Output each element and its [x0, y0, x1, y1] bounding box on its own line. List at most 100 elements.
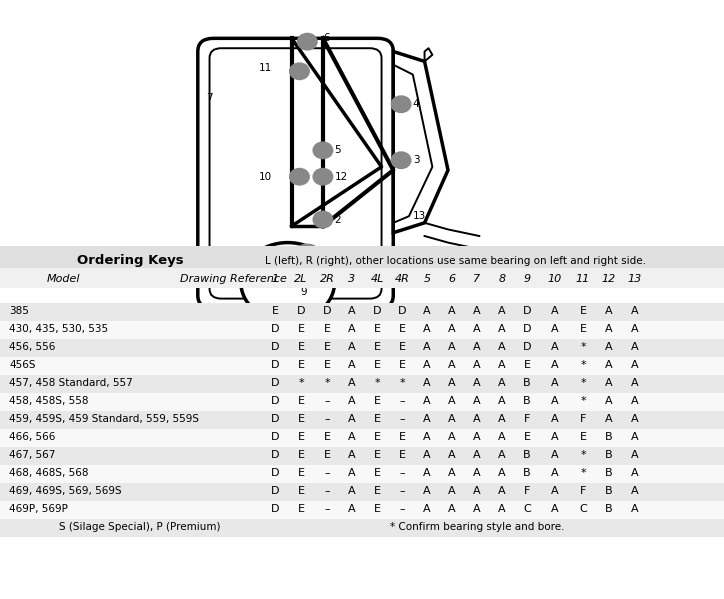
- Text: E: E: [374, 396, 381, 406]
- Text: E: E: [272, 306, 279, 316]
- Text: A: A: [605, 414, 613, 424]
- Text: *: *: [580, 450, 586, 460]
- Text: E: E: [398, 342, 405, 352]
- Text: 2: 2: [334, 214, 341, 225]
- Text: A: A: [348, 306, 355, 316]
- Text: D: D: [271, 450, 279, 460]
- Text: A: A: [424, 486, 431, 496]
- Text: A: A: [424, 360, 431, 370]
- Text: E: E: [298, 450, 305, 460]
- Text: –: –: [399, 486, 405, 496]
- Text: E: E: [324, 360, 330, 370]
- Text: 6: 6: [448, 274, 455, 284]
- Text: A: A: [348, 324, 355, 334]
- Text: B: B: [523, 378, 531, 388]
- Text: *: *: [399, 378, 405, 388]
- Text: F: F: [580, 414, 586, 424]
- Text: 2L: 2L: [295, 274, 308, 284]
- Text: A: A: [551, 432, 559, 442]
- Text: E: E: [298, 432, 305, 442]
- Text: A: A: [473, 396, 481, 406]
- Text: B: B: [605, 504, 613, 514]
- Text: 385: 385: [9, 306, 29, 316]
- Text: A: A: [551, 360, 559, 370]
- Text: A: A: [473, 342, 481, 352]
- Text: D: D: [271, 324, 279, 334]
- Text: 467, 567: 467, 567: [9, 450, 55, 460]
- Text: A: A: [605, 378, 613, 388]
- Bar: [0, 321, 724, 339]
- Text: A: A: [498, 342, 506, 352]
- Text: A: A: [448, 324, 456, 334]
- Text: A: A: [605, 306, 613, 316]
- Text: B: B: [605, 450, 613, 460]
- Text: A: A: [424, 414, 431, 424]
- Text: 4R: 4R: [395, 274, 410, 284]
- Text: A: A: [348, 396, 355, 406]
- Text: 466, 566: 466, 566: [9, 432, 55, 442]
- Text: 456S: 456S: [9, 360, 35, 370]
- Text: E: E: [374, 342, 381, 352]
- Text: Ordering Keys: Ordering Keys: [77, 255, 183, 267]
- Text: A: A: [498, 414, 506, 424]
- Text: E: E: [324, 324, 330, 334]
- Text: L (left), R (right), other locations use same bearing on left and right side.: L (left), R (right), other locations use…: [265, 256, 646, 266]
- Text: A: A: [424, 468, 431, 478]
- Text: A: A: [348, 360, 355, 370]
- Text: A: A: [498, 378, 506, 388]
- Text: D: D: [271, 378, 279, 388]
- Text: A: A: [498, 468, 506, 478]
- Text: E: E: [374, 414, 381, 424]
- Text: 1: 1: [304, 264, 311, 274]
- Text: E: E: [579, 432, 586, 442]
- Text: E: E: [398, 360, 405, 370]
- Text: A: A: [424, 324, 431, 334]
- FancyBboxPatch shape: [198, 38, 393, 308]
- Text: 4: 4: [413, 99, 419, 109]
- Text: A: A: [448, 378, 456, 388]
- Text: E: E: [374, 450, 381, 460]
- Text: –: –: [399, 468, 405, 478]
- Text: E: E: [374, 324, 381, 334]
- Text: A: A: [348, 378, 355, 388]
- Circle shape: [258, 251, 286, 274]
- Text: A: A: [551, 324, 559, 334]
- Text: A: A: [448, 342, 456, 352]
- Text: A: A: [551, 450, 559, 460]
- Text: A: A: [448, 360, 456, 370]
- Text: D: D: [323, 306, 332, 316]
- Text: A: A: [448, 504, 456, 514]
- Circle shape: [392, 152, 411, 168]
- Text: B: B: [523, 450, 531, 460]
- Text: 459, 459S, 459 Standard, 559, 559S: 459, 459S, 459 Standard, 559, 559S: [9, 414, 199, 424]
- Text: A: A: [631, 342, 639, 352]
- Text: 469P, 569P: 469P, 569P: [9, 504, 68, 514]
- Text: 1: 1: [272, 274, 279, 284]
- Text: * Confirm bearing style and bore.: * Confirm bearing style and bore.: [390, 522, 565, 532]
- Text: B: B: [605, 468, 613, 478]
- Bar: [0, 246, 724, 270]
- Text: D: D: [271, 360, 279, 370]
- Text: E: E: [298, 468, 305, 478]
- Text: 9: 9: [523, 274, 531, 284]
- Text: –: –: [324, 486, 330, 496]
- Text: A: A: [424, 432, 431, 442]
- Bar: [0, 519, 724, 537]
- Text: Model: Model: [47, 274, 80, 284]
- Bar: [0, 393, 724, 411]
- Text: 8: 8: [498, 274, 505, 284]
- Text: 456, 556: 456, 556: [9, 342, 55, 352]
- Text: *: *: [580, 378, 586, 388]
- Text: E: E: [298, 324, 305, 334]
- Bar: [0, 375, 724, 393]
- Text: E: E: [374, 504, 381, 514]
- Text: –: –: [399, 504, 405, 514]
- Text: D: D: [271, 504, 279, 514]
- Text: A: A: [473, 468, 481, 478]
- Text: A: A: [348, 504, 355, 514]
- Bar: [0, 357, 724, 375]
- Bar: [0, 465, 724, 483]
- Text: E: E: [298, 504, 305, 514]
- Text: D: D: [523, 306, 531, 316]
- Text: A: A: [448, 468, 456, 478]
